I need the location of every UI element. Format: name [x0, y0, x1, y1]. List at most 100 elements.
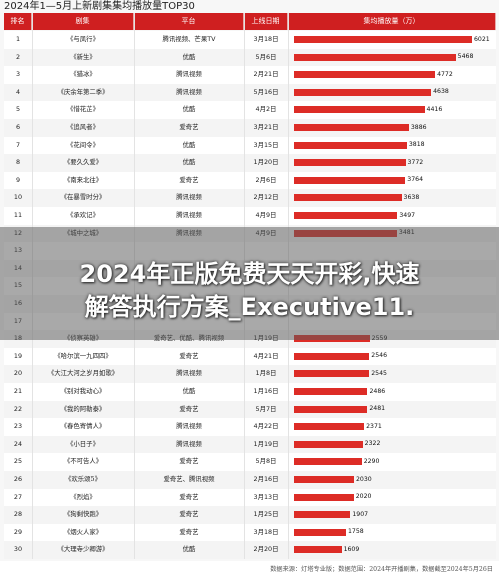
plays-bar [294, 493, 354, 501]
platform-cell: 腾讯视频 [176, 87, 202, 96]
platform-cell: 优酷 [182, 545, 196, 554]
release-date-cell: 2月16日 [253, 475, 279, 483]
plays-bar [294, 124, 409, 131]
plays-value-label: 3764 [407, 176, 424, 184]
platform-cell: 腾讯视频 [176, 369, 202, 378]
table-row: 6 《追风者》 爱奇艺 3月21日 3886 [4, 119, 496, 137]
rank-cell: 1 [15, 35, 21, 43]
table-row: 21 《别对我动心》 优酷 1月16日 2486 [4, 383, 496, 401]
drama-name-cell: 《大理寺少卿游》 [57, 545, 109, 554]
rank-cell: 9 [15, 175, 21, 184]
platform-cell: 爱奇艺 [179, 492, 199, 501]
plays-value-label: 3497 [399, 211, 416, 219]
rank-cell: 8 [15, 158, 21, 167]
plays-bar [294, 423, 365, 431]
table-row: 28 《狗剩快跑》 爱奇艺 1月25日 1907 [4, 506, 496, 524]
table-row: 7 《花间令》 优酷 3月15日 3818 [4, 136, 496, 155]
plays-bar [294, 511, 351, 519]
plays-bar [294, 88, 432, 96]
drama-name-cell: 《承欢记》 [67, 211, 99, 219]
overlay-line-2: 解答执行方案_Executive11. [84, 293, 415, 321]
plays-value-label: 3818 [408, 141, 425, 149]
release-date-cell: 2月21日 [253, 70, 279, 79]
plays-value-label: 2545 [371, 369, 387, 377]
platform-cell: 腾讯视频、芒果TV [162, 35, 216, 43]
plays-value-label: 2030 [356, 475, 372, 483]
release-date-cell: 5月7日 [255, 404, 277, 413]
plays-bar [294, 106, 425, 114]
drama-name-cell: 《南来北往》 [63, 175, 103, 184]
plays-bar [294, 370, 370, 378]
plays-value-label: 4416 [426, 105, 443, 113]
rank-cell: 23 [13, 422, 23, 431]
release-date-cell: 1月20日 [253, 158, 279, 167]
rank-cell: 29 [13, 527, 23, 536]
chart-title: 2024年1—5月上新剧集集均播放量TOP30 [4, 1, 195, 12]
rank-cell: 7 [15, 140, 21, 149]
drama-name-cell: 《在暴雪时分》 [60, 193, 106, 202]
platform-cell: 爱奇艺 [179, 123, 199, 131]
header-rank: 排名 [4, 13, 32, 30]
release-date-cell: 1月8日 [255, 369, 277, 378]
table-row: 29 《烟火人家》 爱奇艺 3月18日 1758 [4, 523, 496, 542]
release-date-cell: 1月19日 [253, 439, 279, 448]
drama-name-cell: 《我的阿勒泰》 [60, 404, 106, 413]
rank-cell: 20 [13, 369, 23, 378]
release-date-cell: 3月13日 [253, 492, 279, 501]
drama-name-cell: 《欢乐颂5》 [64, 475, 102, 483]
release-date-cell: 4月22日 [253, 422, 279, 431]
rank-cell: 30 [13, 545, 23, 554]
table-row: 5 《惜花芷》 优酷 4月2日 4416 [4, 101, 496, 119]
rank-cell: 28 [13, 510, 23, 519]
release-date-cell: 1月25日 [253, 510, 279, 519]
plays-bar [294, 71, 436, 79]
rank-cell: 6 [15, 123, 21, 131]
release-date-cell: 5月16日 [253, 87, 279, 96]
drama-name-cell: 《猎冰》 [70, 70, 96, 79]
plays-bar [294, 53, 456, 61]
platform-cell: 爱奇艺 [179, 351, 199, 360]
plays-bar [294, 388, 368, 395]
drama-name-cell: 《新生》 [70, 52, 96, 61]
plays-value-label: 1907 [352, 510, 369, 518]
platform-cell: 优酷 [182, 105, 196, 114]
platform-cell: 腾讯视频 [176, 193, 202, 202]
footer: 数据来源：灯塔专业版；数据范围：2024年开播剧集，数据截至2024年5月26日 [0, 561, 499, 576]
platform-cell: 优酷 [182, 158, 196, 167]
table-row: 19 《哈尔滨一九四四》 爱奇艺 4月21日 2546 [4, 347, 496, 366]
plays-value-label: 3638 [403, 193, 420, 201]
plays-bar [294, 352, 370, 360]
drama-name-cell: 《不可告人》 [63, 457, 103, 466]
plays-bar [294, 458, 362, 466]
plays-value-label: 2546 [371, 352, 388, 360]
plays-bar [294, 440, 363, 448]
plays-bar [294, 141, 407, 149]
table-row: 2 《新生》 优酷 5月6日 5468 [4, 48, 496, 67]
rank-cell: 10 [13, 193, 23, 202]
platform-cell: 优酷 [182, 387, 196, 395]
header-plays: 集均播放量（万） [288, 13, 496, 30]
rank-cell: 24 [13, 439, 23, 448]
platform-cell: 优酷 [182, 140, 196, 149]
table-row: 24 《小日子》 腾讯视频 1月19日 2322 [4, 435, 496, 454]
plays-value-label: 2020 [355, 493, 372, 501]
plays-bar [294, 159, 406, 167]
drama-name-cell: 《要久久爱》 [63, 158, 103, 167]
plays-bar [294, 176, 406, 184]
plays-value-label: 2290 [363, 457, 380, 465]
plays-bar [294, 405, 368, 413]
table-row: 3 《猎冰》 腾讯视频 2月21日 4772 [4, 66, 496, 84]
plays-bar [294, 36, 472, 43]
drama-name-cell: 《庆余年第二季》 [57, 87, 109, 96]
plays-value-label: 2371 [366, 422, 382, 430]
rank-cell: 3 [15, 70, 21, 79]
plays-value-label: 4772 [437, 70, 453, 78]
plays-bar [294, 528, 346, 536]
release-date-cell: 2月6日 [255, 175, 277, 184]
release-date-cell: 4月2日 [255, 105, 277, 114]
release-date-cell: 3月18日 [253, 527, 279, 536]
table-row: 1 《与凤行》 腾讯视频、芒果TV 3月18日 6021 [4, 31, 496, 49]
table-row: 22 《我的阿勒泰》 爱奇艺 5月7日 2481 [4, 400, 496, 419]
release-date-cell: 2月20日 [253, 545, 279, 554]
table-row: 20 《大江大河之岁月如歌》 腾讯视频 1月8日 2545 [4, 365, 496, 383]
